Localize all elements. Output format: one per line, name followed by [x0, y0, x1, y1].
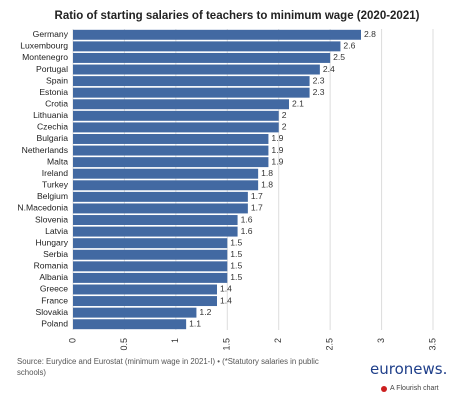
- source-note: Source: Eurydice and Eurostat (minimum w…: [17, 357, 319, 377]
- bar[interactable]: [73, 87, 310, 98]
- bar[interactable]: [73, 319, 187, 330]
- bar[interactable]: [73, 157, 269, 168]
- value-label: 2.6: [343, 41, 355, 51]
- flourish-credit[interactable]: A Flourish chart: [381, 385, 439, 392]
- value-label: 1.9: [271, 156, 283, 166]
- x-tick-label: 2: [273, 338, 283, 343]
- category-label: Slovakia: [36, 307, 69, 317]
- category-label: Slovenia: [35, 214, 68, 224]
- bar[interactable]: [73, 145, 269, 156]
- value-label: 1.4: [220, 284, 232, 294]
- category-label: N.Macedonia: [17, 203, 68, 213]
- category-label: Spain: [46, 75, 68, 85]
- category-label: Montenegro: [22, 52, 68, 62]
- x-tick-label: 3.5: [427, 338, 437, 351]
- bar[interactable]: [73, 41, 341, 52]
- bar[interactable]: [73, 203, 248, 214]
- category-label: Hungary: [36, 237, 69, 247]
- bar[interactable]: [73, 122, 279, 133]
- bar[interactable]: [73, 249, 228, 260]
- category-label: Belgium: [37, 191, 68, 201]
- category-label: Lithuania: [33, 110, 68, 120]
- value-label: 1.5: [230, 237, 242, 247]
- category-label: France: [41, 295, 68, 305]
- x-tick-label: 0.5: [119, 338, 129, 351]
- value-label: 2.5: [333, 52, 345, 62]
- value-label: 1.7: [251, 203, 263, 213]
- bar[interactable]: [73, 191, 248, 202]
- tick-layer: 0 0.5 1 1.5 2 2.5 3 3.5: [67, 338, 437, 351]
- bar[interactable]: [73, 296, 217, 307]
- flourish-credit-label: A Flourish chart: [390, 385, 439, 392]
- label-layer: Germany 2.8 Luxembourg 2.6 Montenegro 2.5 Port…: [17, 29, 376, 328]
- category-label: Czechia: [37, 122, 68, 132]
- value-label: 1.8: [261, 180, 273, 190]
- bar[interactable]: [73, 29, 361, 40]
- x-tick-label: 0: [67, 338, 77, 343]
- category-label: Germany: [33, 29, 69, 39]
- flourish-logo-icon: [381, 385, 387, 392]
- bar[interactable]: [73, 110, 279, 121]
- value-label: 2.3: [313, 87, 325, 97]
- bar-layer: [73, 29, 361, 330]
- category-label: Malta: [47, 156, 68, 166]
- category-label: Romania: [34, 261, 69, 271]
- value-label: 2.8: [364, 29, 376, 39]
- value-label: 1.4: [220, 295, 232, 305]
- bar[interactable]: [73, 238, 228, 249]
- category-label: Bulgaria: [36, 133, 68, 143]
- category-label: Serbia: [43, 249, 68, 259]
- category-label: Greece: [40, 284, 68, 294]
- bar[interactable]: [73, 52, 331, 63]
- bar[interactable]: [73, 261, 228, 272]
- bar[interactable]: [73, 215, 238, 225]
- bar[interactable]: [73, 76, 310, 87]
- bar[interactable]: [73, 168, 259, 179]
- euronews-logo: euronews.: [370, 360, 448, 378]
- value-label: 1.6: [241, 226, 253, 236]
- category-label: Netherlands: [22, 145, 68, 155]
- value-label: 1.5: [230, 272, 242, 282]
- value-label: 1.8: [261, 168, 273, 178]
- bar[interactable]: [73, 226, 238, 237]
- value-label: 1.5: [230, 249, 242, 259]
- value-label: 1.1: [189, 318, 201, 328]
- category-label: Ireland: [42, 168, 68, 178]
- value-label: 1.6: [241, 214, 253, 224]
- category-label: Luxembourg: [20, 41, 68, 51]
- x-tick-label: 2.5: [325, 338, 335, 351]
- category-label: Portugal: [36, 64, 68, 74]
- chart-title: Ratio of starting salaries of teachers t…: [54, 10, 420, 22]
- bar[interactable]: [73, 284, 217, 295]
- value-label: 2.1: [292, 99, 304, 109]
- category-label: Albania: [39, 272, 68, 282]
- value-label: 2: [282, 122, 287, 132]
- x-tick-label: 1.5: [222, 338, 232, 351]
- category-label: Latvia: [45, 226, 68, 236]
- value-label: 1.5: [230, 261, 242, 271]
- bar[interactable]: [73, 307, 197, 318]
- bar[interactable]: [73, 134, 269, 144]
- bar[interactable]: [73, 272, 228, 283]
- value-label: 1.2: [199, 307, 211, 317]
- category-label: Poland: [41, 318, 68, 328]
- bar[interactable]: [73, 64, 320, 75]
- value-label: 2: [282, 110, 287, 120]
- value-label: 2.4: [323, 64, 335, 74]
- value-label: 1.7: [251, 191, 263, 201]
- value-label: 2.3: [313, 75, 325, 85]
- x-tick-label: 3: [376, 338, 386, 343]
- category-label: Turkey: [42, 180, 69, 190]
- bar[interactable]: [73, 180, 259, 191]
- category-label: Estonia: [39, 87, 68, 97]
- value-label: 1.9: [271, 133, 283, 143]
- x-tick-label: 1: [170, 338, 180, 343]
- value-label: 1.9: [271, 145, 283, 155]
- bar[interactable]: [73, 99, 289, 110]
- category-label: Crotia: [45, 99, 68, 109]
